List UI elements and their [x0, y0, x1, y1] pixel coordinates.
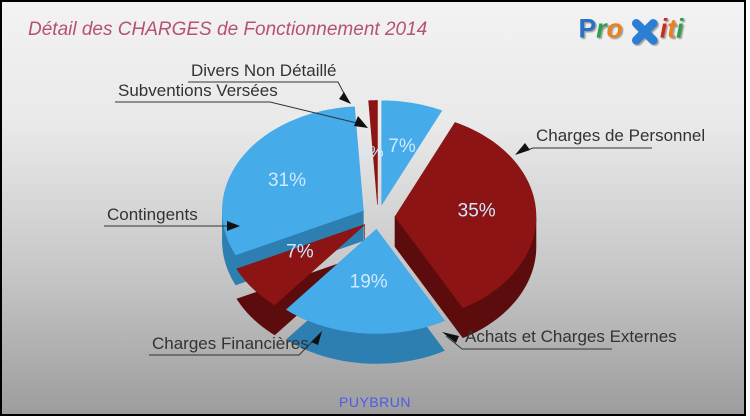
svg-text:Charges Financières: Charges Financières [152, 334, 309, 353]
svg-text:Achats et Charges Externes: Achats et Charges Externes [465, 327, 677, 346]
svg-text:Contingents: Contingents [107, 205, 198, 224]
svg-text:Charges de Personnel: Charges de Personnel [536, 126, 705, 145]
svg-text:Subventions Versées: Subventions Versées [118, 81, 278, 100]
svg-text:Divers Non Détaillé: Divers Non Détaillé [191, 61, 337, 80]
